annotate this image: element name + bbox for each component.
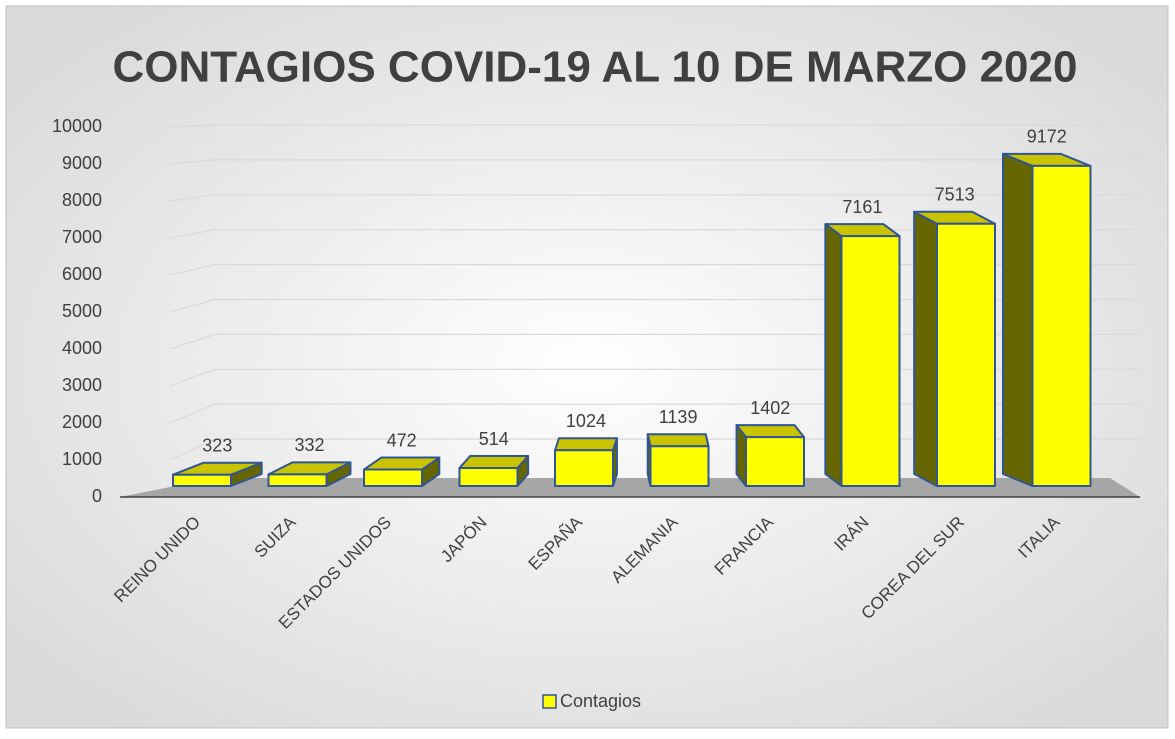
data-label: 7513 [935,185,975,205]
y-tick-label: 10000 [52,116,102,136]
y-tick-label: 9000 [62,153,102,173]
bar-top [554,437,618,452]
data-label: 472 [387,430,417,450]
bar-front [649,445,710,487]
bar-front [172,473,232,487]
bar [363,456,441,487]
bar-side [913,210,938,487]
legend-label: Contagios [560,691,641,711]
y-tick-label: 0 [92,486,102,506]
y-tick-label: 4000 [62,338,102,358]
grid-line [169,124,1140,128]
data-label: 1402 [750,398,790,418]
data-label: 323 [202,435,232,455]
bar-side [824,223,843,487]
y-tick-label: 3000 [62,375,102,395]
bar [458,455,530,488]
y-tick-label: 1000 [62,449,102,469]
grid-line [169,194,1140,202]
y-tick-label: 8000 [62,190,102,210]
bar [554,437,618,487]
bar-front [1031,164,1092,488]
y-tick-label: 2000 [62,412,102,432]
y-tick-label: 7000 [62,227,102,247]
bar-top [458,455,530,470]
bar [267,461,352,488]
bar [913,210,996,487]
bar [1001,152,1092,488]
data-label: 1024 [566,411,606,431]
y-tick-label: 5000 [62,301,102,321]
bar [824,223,901,487]
data-label: 7161 [842,197,882,217]
bar [646,433,710,487]
bar-front [363,468,423,487]
bar-front [554,449,614,487]
chart-title: CONTAGIOS COVID-19 AL 10 DE MARZO 2020 [113,43,1078,92]
bar [172,461,263,487]
legend-swatch [542,694,557,709]
bar-front [458,467,519,488]
bar-front [267,473,328,488]
bar-top [735,424,805,439]
grid-line [169,159,1140,165]
bar-front [840,235,901,487]
bar-side [1001,152,1034,487]
bar-front [936,222,996,487]
data-label: 9172 [1027,127,1067,147]
bar-front [745,436,805,487]
data-label: 1139 [659,407,698,427]
data-label: 514 [479,429,509,449]
data-label: 332 [294,435,324,455]
bar-top [646,433,710,448]
bar [735,424,805,487]
y-tick-label: 6000 [62,264,102,284]
